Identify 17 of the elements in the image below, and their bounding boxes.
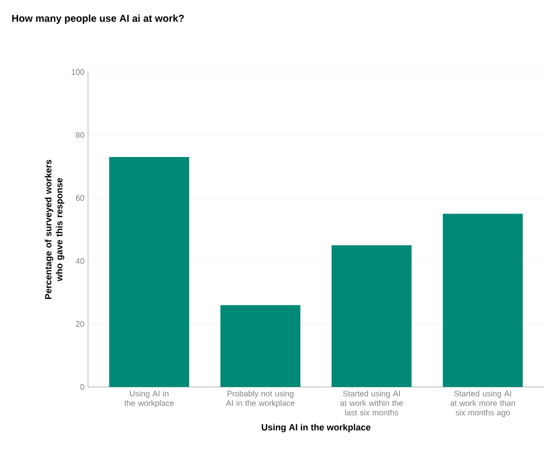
bar bbox=[220, 305, 300, 387]
bar bbox=[332, 245, 412, 387]
y-tick-label: 40 bbox=[76, 258, 84, 264]
y-tick-label: 60 bbox=[76, 195, 84, 201]
y-tick-label: 100 bbox=[72, 69, 84, 75]
y-tick-label: 0 bbox=[80, 384, 84, 390]
x-axis-title: Using AI in the workplace bbox=[262, 424, 370, 432]
chart-title: How many people use AI ai at work? bbox=[12, 14, 184, 24]
bar bbox=[442, 214, 523, 387]
bar bbox=[109, 157, 190, 387]
y-tick-label: 20 bbox=[76, 321, 84, 327]
y-tick-label: 80 bbox=[76, 132, 84, 138]
x-tick-label: Using AI in the workplace bbox=[124, 390, 174, 408]
x-tick-label: Started using AI at work within the last six months bbox=[340, 390, 403, 416]
x-tick-label: Started using AI at work more than six months ago bbox=[450, 390, 515, 417]
x-tick-label: Probably not using AI in the workplace bbox=[226, 390, 294, 408]
y-axis-title: Percentage of surveyed workers who gave this response bbox=[44, 160, 64, 299]
